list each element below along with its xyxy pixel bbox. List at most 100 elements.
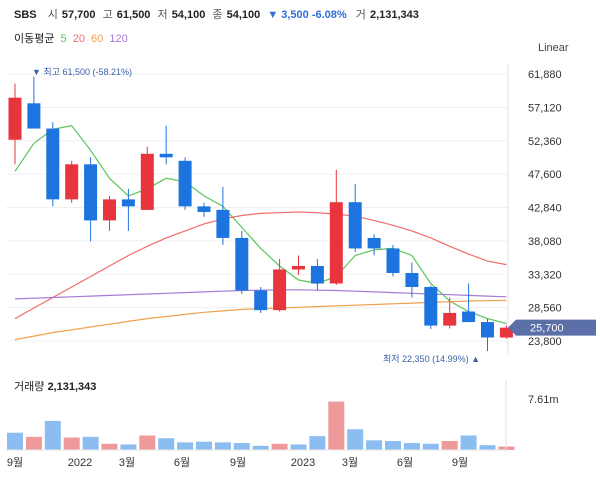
volume-bar [101, 443, 118, 450]
candle-body [84, 164, 98, 221]
candle-body [310, 265, 324, 284]
time-tick-label: 9월 [230, 456, 246, 469]
price-tick-label: 61,880 [528, 69, 562, 81]
volume-bar [158, 438, 175, 450]
volume-bar [309, 436, 326, 450]
candle-body [386, 248, 400, 273]
volume-bars [6, 401, 515, 451]
candle-body [292, 265, 305, 270]
volume-bar [25, 436, 42, 450]
open-value: 57,700 [61, 9, 96, 21]
price-tick-label: 57,120 [528, 102, 562, 114]
volume-bar [82, 436, 99, 450]
high-value: 61,500 [116, 9, 151, 21]
candle-body [27, 103, 41, 129]
time-tick-label: 6월 [397, 456, 413, 469]
current-price-label: 25,700 [530, 323, 564, 335]
volume-value: 2,131,343 [369, 9, 419, 21]
candle-body [103, 199, 116, 221]
ma-60-legend[interactable]: 60 [91, 33, 104, 45]
candle-body [481, 322, 494, 338]
volume-bar [328, 401, 345, 450]
volume-bar [233, 443, 250, 450]
quote-header: SBS 시 57,700 고 61,500 저 54,100 종 54,100 … [14, 6, 423, 22]
volume-label: 거 [355, 9, 366, 21]
volume-bar [403, 443, 420, 450]
volume-bar [252, 445, 269, 450]
price-tick-label: 42,840 [528, 203, 562, 215]
candle-body [235, 237, 249, 291]
volume-bar [139, 435, 156, 450]
current-price-marker [508, 319, 596, 336]
volume-title-label: 거래량 [14, 381, 45, 393]
candle-body [273, 269, 287, 311]
price-tick-label: 38,080 [528, 236, 562, 248]
high-annotation: ▼ 최고 61,500 (-58.21%) [32, 67, 132, 77]
price-tick-label: 23,800 [528, 336, 562, 348]
candle-body [46, 128, 60, 200]
volume-bar [63, 437, 80, 450]
candle-body [443, 312, 457, 326]
moving-average-label: 이동평균 [14, 33, 55, 45]
price-axis: 61,880 57,120 52,360 47,600 42,840 38,080 33,3… [528, 69, 562, 348]
time-tick-label: 6월 [174, 456, 190, 469]
time-tick-label: 9월 [7, 456, 23, 469]
price-tick-label: 47,600 [528, 169, 562, 181]
moving-average-legend[interactable]: 이동평균 5 20 60 120 [14, 30, 131, 46]
price-tick-label: 52,360 [528, 136, 562, 148]
ma-120-legend[interactable]: 120 [109, 33, 128, 45]
candle-body [329, 202, 343, 284]
candle-body [216, 209, 230, 238]
high-label: 고 [102, 9, 113, 21]
low-value: 54,100 [171, 9, 206, 21]
candle-body [462, 311, 476, 323]
candle-body [499, 327, 513, 338]
price-tick-label: 33,320 [528, 269, 562, 281]
candle-body [140, 153, 154, 210]
volume-bar [7, 432, 23, 450]
ma-5-line [14, 125, 507, 325]
volume-bar [196, 441, 212, 450]
volume-max-label: 7.61m [528, 394, 559, 406]
time-tick-label: 3월 [119, 456, 135, 469]
volume-bar [120, 444, 137, 450]
ma-20-line [14, 211, 507, 320]
candle-body [405, 272, 419, 288]
low-label: 저 [157, 9, 168, 21]
volume-bar [290, 444, 307, 450]
time-tick-label: 9월 [452, 456, 468, 469]
volume-title: 거래량 2,131,343 [14, 378, 96, 394]
volume-bar [214, 442, 231, 450]
close-label: 종 [212, 9, 223, 21]
candle-body [367, 237, 381, 249]
low-annotation: 최저 22,350 (14.99%) ▲ [383, 354, 480, 364]
candle-body [254, 290, 268, 311]
time-tick-label: 3월 [342, 456, 358, 469]
time-tick-label: 2023 [291, 457, 315, 469]
volume-bar [441, 441, 458, 450]
scale-selector[interactable]: Linear [538, 42, 569, 54]
close-value: 54,100 [226, 9, 261, 21]
time-tick-label: 2022 [68, 457, 92, 469]
candle-body [65, 164, 79, 200]
price-tick-label: 28,560 [528, 303, 562, 315]
candle-body [348, 202, 362, 249]
candle-body [159, 153, 173, 158]
volume-bar [479, 445, 496, 450]
candle-body [121, 199, 135, 207]
volume-bar [460, 435, 477, 450]
ma-20-legend[interactable]: 20 [72, 33, 85, 45]
volume-bar [271, 443, 288, 450]
volume-title-value: 2,131,343 [47, 381, 97, 393]
volume-bar [385, 441, 401, 450]
volume-bar [347, 429, 364, 450]
candle-body [178, 160, 192, 207]
candle-body [424, 287, 438, 326]
candle-body [8, 97, 22, 140]
change-value: ▼ 3,500 -6.08% [267, 9, 347, 21]
current-price-tag: 25,700 [508, 319, 596, 336]
open-label: 시 [47, 9, 58, 21]
ma-5-legend[interactable]: 5 [60, 33, 67, 45]
ticker-symbol: SBS [14, 9, 37, 21]
